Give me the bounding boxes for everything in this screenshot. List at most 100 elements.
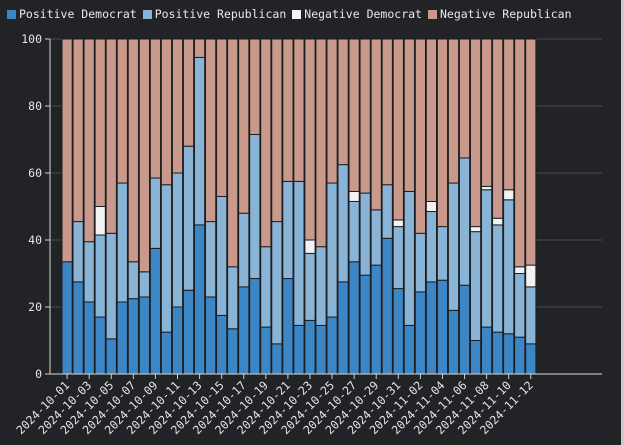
bar-2024-11-09-positive-democrat <box>492 331 504 375</box>
bar-2024-10-21-negative-republican <box>282 38 294 182</box>
bar-2024-10-25-negative-republican <box>326 38 338 184</box>
bar-2024-10-24-negative-republican <box>315 38 327 248</box>
bar-2024-10-05-negative-republican <box>105 38 117 234</box>
bar-2024-10-02-positive-republican <box>72 221 84 283</box>
bar-2024-11-11-negative-republican <box>514 38 526 268</box>
bar-2024-10-03-positive-democrat <box>83 301 95 375</box>
bar-2024-10-25-positive-democrat <box>326 316 338 375</box>
bar-2024-11-01-positive-democrat <box>403 324 415 375</box>
bar-2024-11-03-positive-democrat <box>425 281 438 375</box>
bar-2024-10-20-positive-democrat <box>271 343 283 375</box>
bar-2024-11-11-positive-democrat <box>514 336 526 375</box>
bar-2024-10-03-negative-republican <box>83 38 95 243</box>
bar-2024-11-07-positive-republican <box>469 231 482 341</box>
ytick-label-100: 100 <box>21 32 42 46</box>
legend-label-negative-democrat: Negative Democrat <box>304 7 422 21</box>
bar-2024-10-12-positive-democrat <box>182 289 195 375</box>
bar-2024-10-16-negative-republican <box>227 38 239 268</box>
bar-2024-10-17-negative-republican <box>238 38 250 214</box>
bar-2024-10-13-positive-republican <box>193 56 206 226</box>
bar-2024-10-18-positive-republican <box>249 133 261 280</box>
bar-2024-10-27-positive-republican <box>348 200 360 263</box>
bar-2024-11-11-negative-democrat <box>514 266 526 274</box>
window-edge <box>621 0 624 445</box>
bar-2024-11-12-negative-republican <box>525 38 537 266</box>
bar-2024-10-31-negative-democrat <box>392 219 404 228</box>
legend-swatch-negative-republican <box>427 9 437 19</box>
bar-2024-10-11-positive-democrat <box>171 306 184 375</box>
legend-swatch-negative-democrat <box>292 9 302 19</box>
bar-2024-10-25-positive-republican <box>326 182 338 318</box>
bar-2024-11-05-negative-republican <box>447 38 460 184</box>
bar-2024-10-31-negative-republican <box>392 38 404 221</box>
bar-2024-10-26-positive-democrat <box>337 281 349 375</box>
bar-2024-10-24-positive-democrat <box>315 324 327 375</box>
bar-2024-10-05-positive-republican <box>105 232 117 340</box>
bar-2024-10-04-negative-republican <box>94 38 106 207</box>
bar-2024-10-14-positive-democrat <box>205 296 217 375</box>
bar-2024-10-27-positive-democrat <box>348 261 360 375</box>
bar-2024-10-19-positive-republican <box>260 246 272 328</box>
bar-2024-10-26-negative-republican <box>337 38 349 166</box>
bar-2024-10-27-negative-republican <box>348 38 360 192</box>
bar-2024-10-23-negative-republican <box>304 38 316 241</box>
bar-2024-10-23-positive-democrat <box>304 319 316 375</box>
bar-2024-10-29-positive-republican <box>370 209 382 266</box>
bar-2024-11-09-negative-republican <box>492 38 504 219</box>
bar-2024-10-15-positive-republican <box>216 195 228 316</box>
bar-2024-10-06-positive-republican <box>116 182 128 303</box>
bar-2024-11-06-positive-republican <box>458 157 471 286</box>
legend-item-positive-republican[interactable]: Positive Republican <box>142 7 287 21</box>
bar-2024-10-09-negative-republican <box>149 38 162 179</box>
bar-2024-11-07-negative-democrat <box>469 226 482 233</box>
bar-2024-10-20-positive-republican <box>271 221 283 345</box>
bar-2024-10-04-positive-republican <box>94 234 106 318</box>
bar-2024-11-03-negative-republican <box>425 38 438 202</box>
bar-2024-11-04-positive-democrat <box>436 279 449 375</box>
bar-2024-10-31-positive-democrat <box>392 288 404 375</box>
bar-2024-11-04-positive-republican <box>436 226 449 281</box>
bar-2024-10-04-positive-democrat <box>94 316 106 375</box>
legend-item-negative-republican[interactable]: Negative Republican <box>427 7 572 21</box>
bar-2024-11-10-positive-democrat <box>503 333 515 375</box>
bar-2024-10-28-negative-republican <box>359 38 371 194</box>
bar-2024-11-03-positive-republican <box>425 211 438 283</box>
ytick-label-60: 60 <box>28 166 42 180</box>
bar-2024-10-21-positive-democrat <box>282 278 294 375</box>
bar-2024-10-21-positive-republican <box>282 180 294 280</box>
bar-2024-11-08-positive-democrat <box>481 326 493 375</box>
bar-2024-10-14-negative-republican <box>205 38 217 223</box>
bar-2024-10-20-negative-republican <box>271 38 283 223</box>
bar-2024-10-18-positive-democrat <box>249 278 261 375</box>
bar-2024-11-10-negative-democrat <box>503 189 515 201</box>
bar-2024-10-03-positive-republican <box>83 241 95 303</box>
bar-2024-11-01-negative-republican <box>403 38 415 192</box>
bar-2024-10-16-positive-republican <box>227 266 239 330</box>
bar-2024-11-10-negative-republican <box>503 38 515 191</box>
legend-label-positive-republican: Positive Republican <box>154 7 287 21</box>
bar-2024-11-09-positive-republican <box>492 224 504 333</box>
ytick-label-20: 20 <box>28 300 42 314</box>
legend-item-negative-democrat[interactable]: Negative Democrat <box>292 7 422 21</box>
bar-2024-11-02-negative-republican <box>414 38 426 234</box>
bar-2024-10-07-negative-republican <box>127 38 139 263</box>
bar-2024-11-02-positive-republican <box>414 232 426 293</box>
bar-2024-11-12-positive-democrat <box>525 343 537 375</box>
bar-2024-10-06-positive-democrat <box>116 301 128 375</box>
bar-2024-10-19-positive-democrat <box>260 326 272 375</box>
bar-2024-11-03-negative-democrat <box>425 200 438 213</box>
legend-swatch-positive-democrat <box>7 9 16 19</box>
legend-item-positive-democrat[interactable]: Positive Democrat <box>7 7 137 21</box>
bar-2024-10-30-positive-republican <box>381 184 393 239</box>
bar-2024-10-18-negative-republican <box>249 38 261 135</box>
bar-2024-10-23-negative-democrat <box>304 239 316 254</box>
bar-2024-10-15-negative-republican <box>216 38 228 197</box>
bar-2024-10-08-positive-democrat <box>138 296 150 375</box>
bar-2024-10-26-positive-republican <box>337 164 349 283</box>
legend-swatch-positive-republican <box>142 9 152 19</box>
bar-2024-10-12-negative-republican <box>182 38 195 147</box>
bar-2024-10-23-positive-republican <box>304 252 316 321</box>
bar-2024-10-09-positive-republican <box>149 177 162 249</box>
bar-2024-10-19-negative-republican <box>260 38 272 248</box>
